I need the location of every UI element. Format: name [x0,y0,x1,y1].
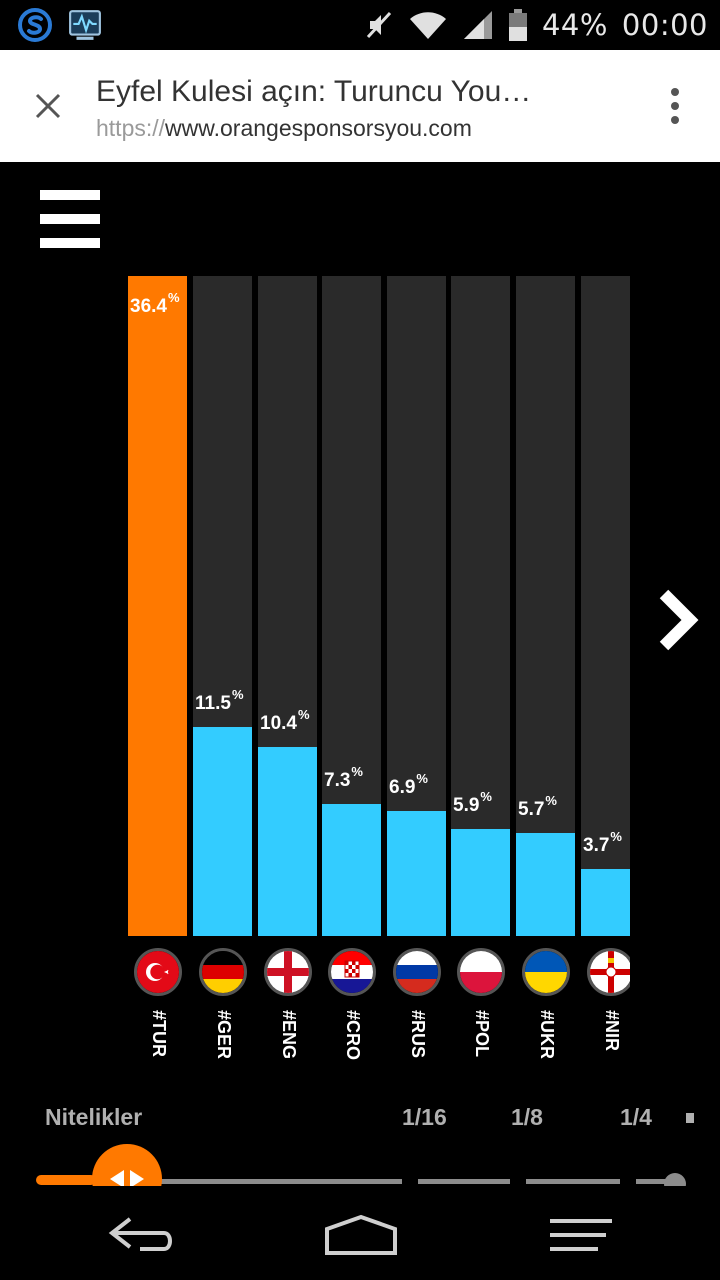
back-icon [108,1217,172,1251]
bar-ukr[interactable]: 5.7% [516,276,575,936]
bar-value-label: 10.4% [260,707,310,734]
code-tur: #TUR [149,1010,169,1058]
skype-icon [18,8,52,42]
bar-fill [128,276,187,936]
recent-apps-icon [550,1219,612,1251]
url-protocol: https:// [96,115,166,141]
slider-progress [36,1175,96,1185]
russia-flag-icon[interactable] [393,948,441,996]
code-nir: #NIR [602,1010,622,1052]
slider-track-segment [526,1179,620,1184]
clock: 00:00 [621,8,708,42]
bar-ger[interactable]: 11.5% [193,276,252,936]
mute-icon [366,11,392,39]
system-monitor-icon [69,10,101,40]
page-url[interactable]: https://www.orangesponsorsyou.com [96,115,472,142]
close-button[interactable] [28,86,68,126]
northern-ireland-flag-icon[interactable] [587,948,630,996]
home-icon [325,1214,397,1255]
bar-fill [193,727,252,936]
url-host: www.orangesponsorsyou.com [165,115,472,141]
back-button[interactable] [86,1200,196,1270]
home-button[interactable] [306,1200,416,1270]
bar-value-label: 11.5% [195,687,244,714]
code-ger: #GER [214,1010,234,1060]
bar-value-label: 7.3% [324,764,363,791]
bar-fill [322,804,381,936]
country-flags [128,946,630,1002]
bar-value-label: 5.9% [453,789,492,816]
stage-qualifiers-label[interactable]: Nitelikler [45,1104,143,1130]
germany-flag-icon[interactable] [199,948,247,996]
overflow-menu-button[interactable] [660,86,690,126]
bar-value-label: 6.9% [389,771,428,798]
navigation-bar [0,1186,720,1280]
hamburger-icon [40,190,100,200]
status-bar: 44% 00:00 [0,0,720,50]
code-rus: #RUS [408,1010,428,1059]
hamburger-menu-button[interactable] [40,190,100,250]
battery-percent: 44% [541,8,608,42]
close-icon [35,93,61,119]
drag-arrows-icon [110,1170,144,1188]
stage-quarterfinal-label[interactable]: 1/8 [511,1104,543,1130]
code-eng: #ENG [279,1010,299,1060]
slider-track-segment [160,1179,402,1184]
bar-cro[interactable]: 7.3% [322,276,381,936]
bar-fill [451,829,510,936]
country-codes: #TUR #GER #ENG #CRO #RUS #POL #UKR #NIR [128,1008,630,1068]
code-cro: #CRO [343,1010,363,1061]
code-ukr: #UKR [537,1010,557,1060]
battery-icon [508,9,527,41]
ukraine-flag-icon[interactable] [522,948,570,996]
slider-track-segment [636,1179,676,1184]
stage-semifinal-label[interactable]: 1/4 [620,1104,652,1130]
flag-marker-icon [686,1113,694,1123]
vote-bar-chart: 36.4% 11.5% 10.4% 7.3% 6.9% 5.9% 5.7% 3.… [128,276,630,936]
slider-track-segment [418,1179,510,1184]
chevron-right-icon[interactable] [656,588,700,652]
bar-rus[interactable]: 6.9% [387,276,446,936]
bar-tur[interactable]: 36.4% [128,276,187,936]
bar-pol[interactable]: 5.9% [451,276,510,936]
stage-round-of-16-label[interactable]: 1/16 [402,1104,447,1130]
custom-tab-header: Eyfel Kulesi açın: Turuncu You… https://… [0,50,720,162]
bar-value-label: 5.7% [518,793,557,820]
bar-value-label: 3.7% [583,829,622,856]
bar-nir[interactable]: 3.7% [581,276,630,936]
wifi-icon [409,12,446,39]
poland-flag-icon[interactable] [457,948,505,996]
code-pol: #POL [472,1010,492,1058]
bar-fill [258,747,317,936]
england-flag-icon[interactable] [264,948,312,996]
turkey-flag-icon[interactable] [134,948,182,996]
bar-eng[interactable]: 10.4% [258,276,317,936]
bar-fill [581,869,630,936]
croatia-flag-icon[interactable] [328,948,376,996]
overflow-menu-icon [671,88,679,96]
bar-fill [516,833,575,936]
bar-value-label: 36.4% [130,290,180,317]
signal-icon [463,11,492,39]
bar-fill [387,811,446,936]
page-title: Eyfel Kulesi açın: Turuncu You… [96,75,532,108]
recent-apps-button[interactable] [526,1200,636,1270]
